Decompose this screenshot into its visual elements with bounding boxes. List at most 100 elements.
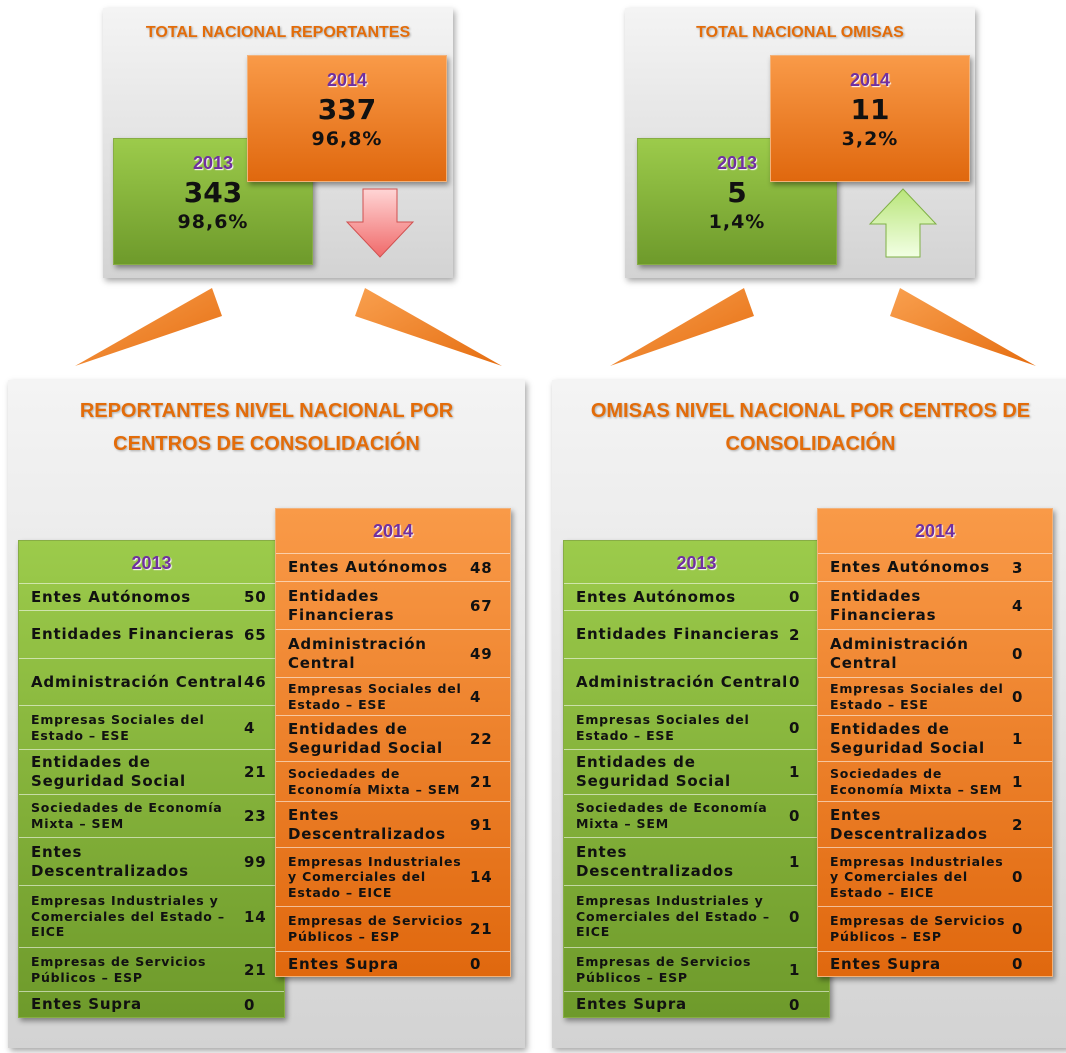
entity-name: Entidades de Seguridad Social [288,719,443,757]
entity-count: 21 [470,920,493,938]
count: 337 [317,93,377,126]
table-row: Empresas Sociales del Estado – ESE 4 [19,705,284,749]
table-row: Empresas Sociales del Estado – ESE 0 [818,677,1052,715]
entity-name: Sociedades de Economía Mixta – SEM [31,800,223,831]
entity-count: 1 [789,763,801,781]
entity-name: Administración Central [830,634,969,672]
entity-count: 3 [1012,558,1024,577]
entity-name: Empresas de Servicios Públicos – ESP [830,913,1006,944]
table-row: Entes Autónomos 50 [19,583,284,610]
entity-count: 99 [244,852,267,871]
year-table: 2013 Entes Autónomos 50 Entidades Financier… [18,540,285,1018]
table-row: Entidades Financieras 65 [19,610,284,658]
entity-count: 1 [1012,729,1024,748]
entity-name: Empresas Industriales y Comerciales del … [576,893,770,940]
entity-name: Entidades de Seguridad Social [576,753,731,790]
entity-count: 23 [244,807,267,825]
entity-count: 4 [244,718,256,737]
table-row: Entes Autónomos 0 [564,583,829,610]
detail-title: CONSOLIDACIÓN [725,433,896,455]
entity-count: 14 [470,868,493,886]
entity-count: 2 [1012,815,1024,834]
entity-count: 0 [1012,955,1024,973]
entity-count: 1 [1012,772,1024,791]
entity-count: 0 [789,718,801,737]
table-row: Empresas Industriales y Comerciales del … [19,885,284,947]
entity-count: 1 [789,852,801,871]
year: 2014 [849,70,891,90]
table-row: Empresas de Servicios Públicos – ESP 21 [19,947,284,991]
entity-name: Empresas de Servicios Públicos – ESP [31,953,207,985]
table-row: Empresas de Servicios Públicos – ESP 1 [564,947,829,991]
entity-count: 0 [789,673,801,691]
table-row: Empresas Industriales y Comerciales del … [276,847,510,906]
entity-name: Entes Descentralizados [576,842,734,880]
percent: 98,6% [177,211,249,233]
entity-name: Empresas Industriales y Comerciales del … [288,853,462,900]
summary-title: TOTAL NACIONAL OMISAS [696,24,904,41]
entity-count: 46 [244,673,267,691]
entity-count: 0 [1012,920,1024,938]
year: 2014 [372,521,414,541]
table-row: Administración Central 0 [564,658,829,705]
entity-name: Entes Supra [31,995,142,1014]
wedge [890,288,1036,366]
entity-name: Empresas Sociales del Estado – ESE [288,680,462,712]
table-row: Sociedades de Economía Mixta – SEM 1 [818,761,1052,801]
entity-name: Empresas de Servicios Públicos – ESP [576,953,752,985]
entity-name: Empresas Industriales y Comerciales del … [31,893,225,940]
entity-count: 21 [244,960,267,979]
table-row: Empresas Sociales del Estado – ESE 0 [564,705,829,749]
table-row: Entidades de Seguridad Social 21 [19,749,284,794]
table-row: Empresas Industriales y Comerciales del … [564,885,829,947]
entity-name: Empresas Sociales del Estado – ESE [31,711,205,743]
table-row: Empresas Sociales del Estado – ESE 4 [276,677,510,715]
entity-count: 0 [1012,687,1024,706]
entity-name: Sociedades de Economía Mixta – SEM [830,765,1003,797]
entity-count: 0 [789,807,801,825]
entity-count: 67 [470,596,493,615]
wedge [610,288,754,366]
entity-count: 91 [470,815,493,834]
year-table: 2014 Entes Autónomos 3 Entidades Financiera… [817,508,1053,977]
entity-count: 0 [244,995,256,1014]
entity-name: Empresas de Servicios Públicos – ESP [288,913,464,944]
entity-count: 48 [470,558,493,577]
table-row: Entidades Financieras 67 [276,581,510,629]
entity-count: 0 [1012,644,1024,663]
percent: 1,4% [708,211,766,233]
entity-count: 0 [789,907,801,926]
entity-count: 21 [244,763,267,781]
entity-name: Entidades Financieras [288,586,395,624]
year: 2013 [192,153,234,173]
entity-name: Entes Supra [830,954,941,973]
table-row: Administración Central 0 [818,629,1052,677]
table-row: Entes Supra 0 [276,951,510,976]
entity-count: 2 [789,625,801,644]
entity-count: 22 [470,729,493,748]
entity-name: Entes Autónomos [31,587,192,606]
entity-count: 0 [470,955,482,973]
entity-name: Sociedades de Economía Mixta – SEM [288,765,461,797]
year-box: 2014 11 3,2% [770,55,970,182]
entity-name: Empresas Industriales y Comerciales del … [830,853,1004,900]
wedge [355,288,502,366]
year-table: 2013 Entes Autónomos 0 Entidades Financiera… [563,540,830,1018]
entity-name: Entes Descentralizados [830,805,988,843]
table-row: Empresas de Servicios Públicos – ESP 21 [276,906,510,951]
table-row: Entes Supra 0 [19,991,284,1017]
entity-name: Sociedades de Economía Mixta – SEM [576,800,768,831]
table-row: Entes Autónomos 3 [818,553,1052,581]
table-row: Entes Supra 0 [564,991,829,1017]
entity-count: 0 [1012,868,1024,886]
entity-name: Entes Descentralizados [31,842,189,880]
year-table: 2014 Entes Autónomos 48 Entidades Financier… [275,508,511,977]
entity-name: Empresas Sociales del Estado – ESE [576,711,750,743]
entity-name: Entidades de Seguridad Social [31,753,186,790]
entity-name: Administración Central [31,672,244,691]
entity-name: Entidades Financieras [31,625,235,644]
table-row: Entes Descentralizados 2 [818,801,1052,847]
table-row: Entes Supra 0 [818,951,1052,976]
count: 343 [183,176,243,209]
